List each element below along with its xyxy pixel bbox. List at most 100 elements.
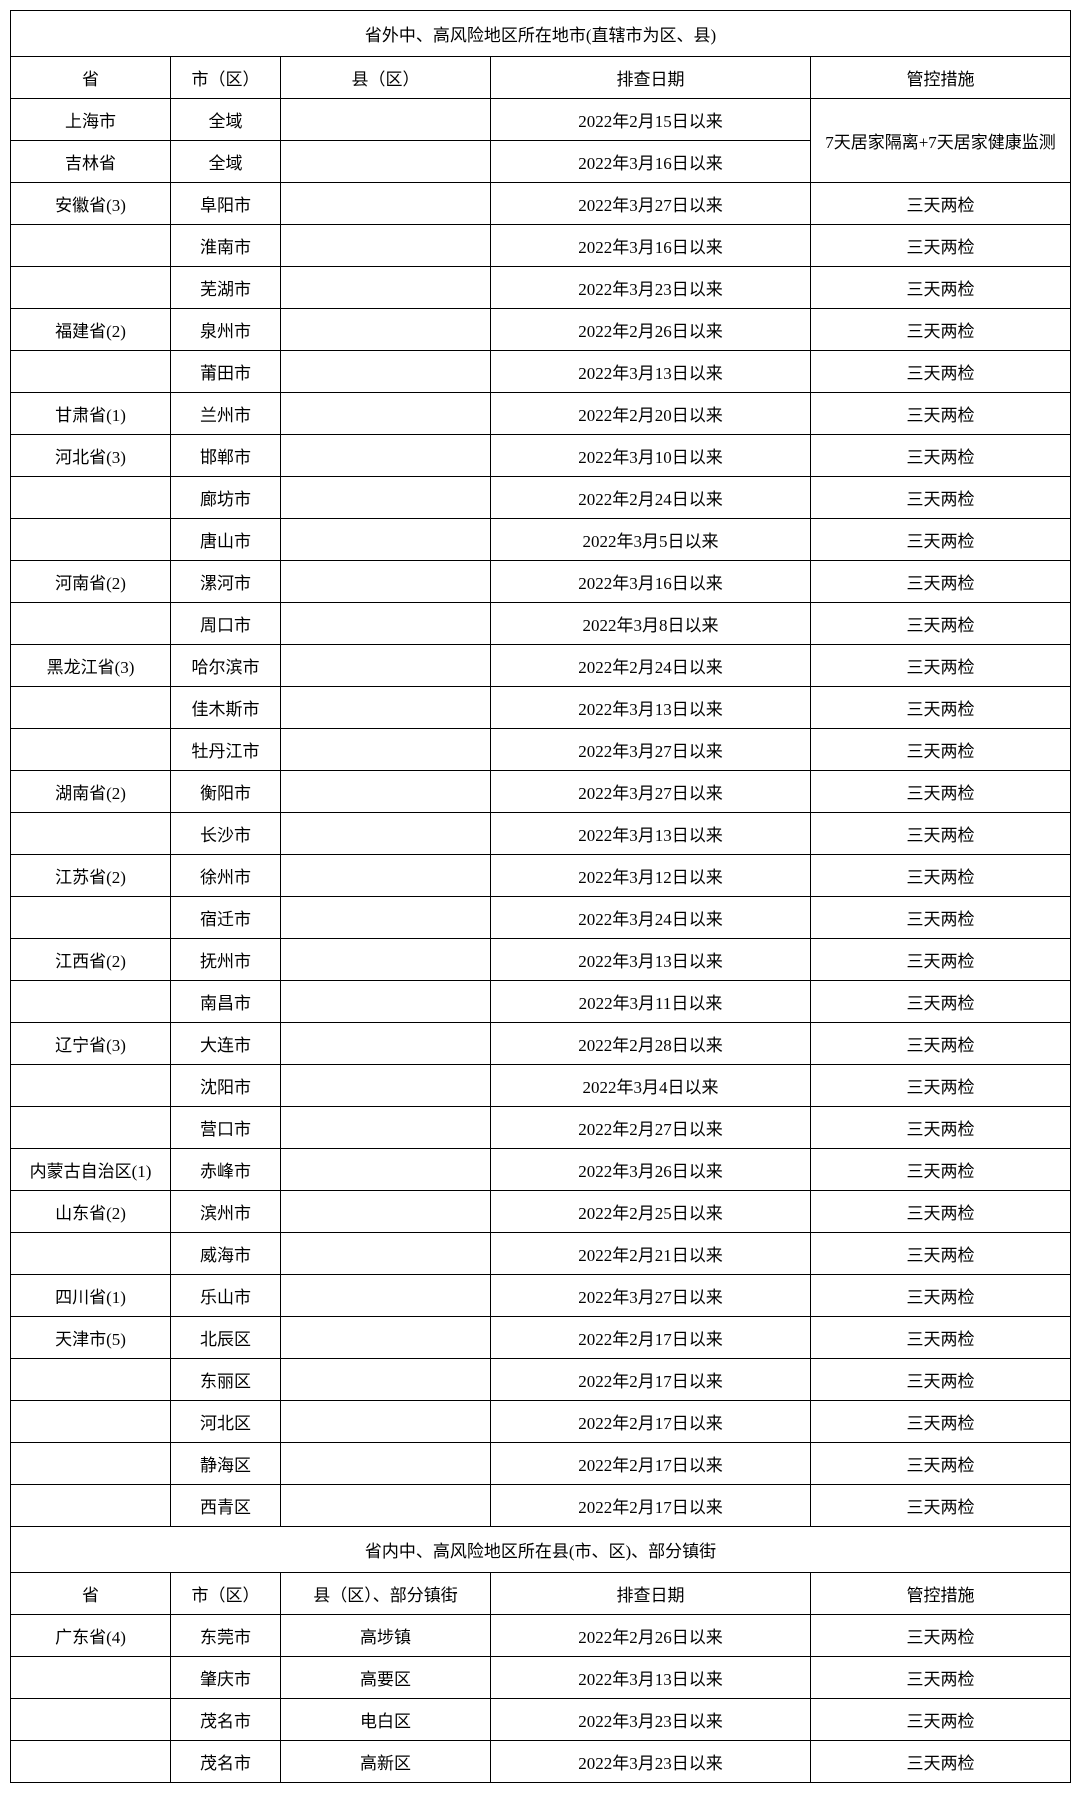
cell-measure: 三天两检 — [811, 1401, 1071, 1443]
cell-county — [281, 225, 491, 267]
table-row: 威海市2022年2月21日以来三天两检 — [11, 1233, 1071, 1275]
cell-measure: 三天两检 — [811, 1443, 1071, 1485]
cell-date: 2022年2月21日以来 — [491, 1233, 811, 1275]
table-row: 安徽省(3)阜阳市2022年3月27日以来三天两检 — [11, 183, 1071, 225]
cell-measure: 三天两检 — [811, 1485, 1071, 1527]
cell-province: 吉林省 — [11, 141, 171, 183]
table-row: 内蒙古自治区(1)赤峰市2022年3月26日以来三天两检 — [11, 1149, 1071, 1191]
cell-date: 2022年2月24日以来 — [491, 645, 811, 687]
cell-county — [281, 561, 491, 603]
cell-province: 江苏省(2) — [11, 855, 171, 897]
cell-county — [281, 141, 491, 183]
cell-measure: 三天两检 — [811, 1741, 1071, 1783]
cell-measure: 三天两检 — [811, 897, 1071, 939]
cell-province — [11, 729, 171, 771]
cell-measure: 三天两检 — [811, 267, 1071, 309]
cell-province — [11, 813, 171, 855]
cell-date: 2022年2月20日以来 — [491, 393, 811, 435]
cell-date: 2022年2月25日以来 — [491, 1191, 811, 1233]
table-row: 河北区2022年2月17日以来三天两检 — [11, 1401, 1071, 1443]
table-row: 西青区2022年2月17日以来三天两检 — [11, 1485, 1071, 1527]
cell-measure: 三天两检 — [811, 519, 1071, 561]
cell-date: 2022年3月13日以来 — [491, 1657, 811, 1699]
cell-province: 山东省(2) — [11, 1191, 171, 1233]
cell-date: 2022年3月13日以来 — [491, 813, 811, 855]
cell-date: 2022年2月26日以来 — [491, 309, 811, 351]
cell-province — [11, 1443, 171, 1485]
table-row: 福建省(2)泉州市2022年2月26日以来三天两检 — [11, 309, 1071, 351]
table-row: 江西省(2)抚州市2022年3月13日以来三天两检 — [11, 939, 1071, 981]
cell-province: 内蒙古自治区(1) — [11, 1149, 171, 1191]
cell-city: 南昌市 — [171, 981, 281, 1023]
cell-city: 西青区 — [171, 1485, 281, 1527]
cell-city: 淮南市 — [171, 225, 281, 267]
cell-measure: 三天两检 — [811, 771, 1071, 813]
cell-county — [281, 519, 491, 561]
cell-measure: 三天两检 — [811, 561, 1071, 603]
cell-province: 河南省(2) — [11, 561, 171, 603]
cell-measure: 三天两检 — [811, 813, 1071, 855]
cell-date: 2022年3月23日以来 — [491, 1699, 811, 1741]
cell-city: 芜湖市 — [171, 267, 281, 309]
cell-city: 乐山市 — [171, 1275, 281, 1317]
column-header: 管控措施 — [811, 57, 1071, 99]
table-row: 肇庆市高要区2022年3月13日以来三天两检 — [11, 1657, 1071, 1699]
table-row: 茂名市高新区2022年3月23日以来三天两检 — [11, 1741, 1071, 1783]
cell-county — [281, 309, 491, 351]
cell-county — [281, 687, 491, 729]
cell-province: 天津市(5) — [11, 1317, 171, 1359]
cell-county — [281, 1065, 491, 1107]
cell-measure: 三天两检 — [811, 645, 1071, 687]
column-header: 排查日期 — [491, 57, 811, 99]
cell-city: 泉州市 — [171, 309, 281, 351]
cell-city: 静海区 — [171, 1443, 281, 1485]
cell-date: 2022年3月5日以来 — [491, 519, 811, 561]
cell-date: 2022年3月13日以来 — [491, 687, 811, 729]
cell-county — [281, 897, 491, 939]
cell-city: 衡阳市 — [171, 771, 281, 813]
table-row: 唐山市2022年3月5日以来三天两检 — [11, 519, 1071, 561]
column-header: 市（区） — [171, 1573, 281, 1615]
cell-province — [11, 519, 171, 561]
cell-province — [11, 351, 171, 393]
cell-measure: 三天两检 — [811, 435, 1071, 477]
cell-province: 上海市 — [11, 99, 171, 141]
cell-date: 2022年2月15日以来 — [491, 99, 811, 141]
table-row: 天津市(5)北辰区2022年2月17日以来三天两检 — [11, 1317, 1071, 1359]
cell-province — [11, 981, 171, 1023]
cell-province: 甘肃省(1) — [11, 393, 171, 435]
cell-city: 长沙市 — [171, 813, 281, 855]
cell-measure: 三天两检 — [811, 1275, 1071, 1317]
table-row: 淮南市2022年3月16日以来三天两检 — [11, 225, 1071, 267]
cell-county — [281, 435, 491, 477]
table-row: 芜湖市2022年3月23日以来三天两检 — [11, 267, 1071, 309]
cell-measure: 三天两检 — [811, 1359, 1071, 1401]
cell-measure: 三天两检 — [811, 183, 1071, 225]
table-row: 湖南省(2)衡阳市2022年3月27日以来三天两检 — [11, 771, 1071, 813]
column-header: 县（区）、部分镇街 — [281, 1573, 491, 1615]
table-row: 牡丹江市2022年3月27日以来三天两检 — [11, 729, 1071, 771]
cell-province — [11, 1741, 171, 1783]
cell-province: 辽宁省(3) — [11, 1023, 171, 1065]
table-row: 宿迁市2022年3月24日以来三天两检 — [11, 897, 1071, 939]
cell-measure: 三天两检 — [811, 1699, 1071, 1741]
cell-date: 2022年3月8日以来 — [491, 603, 811, 645]
cell-province — [11, 687, 171, 729]
table-row: 江苏省(2)徐州市2022年3月12日以来三天两检 — [11, 855, 1071, 897]
cell-county — [281, 267, 491, 309]
cell-province: 福建省(2) — [11, 309, 171, 351]
table-row: 莆田市2022年3月13日以来三天两检 — [11, 351, 1071, 393]
table-row: 上海市全域2022年2月15日以来7天居家隔离+7天居家健康监测 — [11, 99, 1071, 141]
cell-province: 广东省(4) — [11, 1615, 171, 1657]
cell-province — [11, 1233, 171, 1275]
cell-county — [281, 1023, 491, 1065]
cell-date: 2022年3月11日以来 — [491, 981, 811, 1023]
cell-date: 2022年2月17日以来 — [491, 1317, 811, 1359]
cell-measure: 三天两检 — [811, 1615, 1071, 1657]
cell-county — [281, 1317, 491, 1359]
cell-county — [281, 981, 491, 1023]
cell-city: 佳木斯市 — [171, 687, 281, 729]
cell-measure: 三天两检 — [811, 1233, 1071, 1275]
cell-date: 2022年3月4日以来 — [491, 1065, 811, 1107]
column-header: 市（区） — [171, 57, 281, 99]
